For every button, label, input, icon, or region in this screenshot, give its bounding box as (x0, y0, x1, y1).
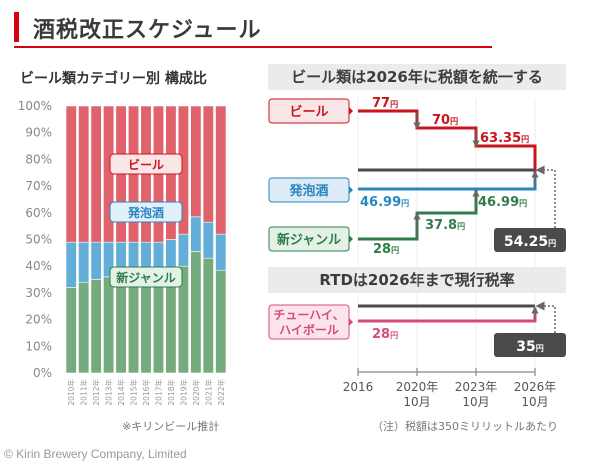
axis-2023-month: 10月 (462, 395, 489, 409)
y-tick-label: 70% (25, 179, 52, 193)
series-label-box (109, 266, 183, 288)
axis-2020-month: 10月 (403, 395, 430, 409)
rtd-series: チューハイ、 ハイボール 28円 (268, 304, 539, 342)
beer-pointer-icon (349, 107, 353, 115)
axis-2016: 2016 (343, 380, 374, 394)
y-tick-label: 30% (25, 286, 52, 300)
rtd-pointer-icon (349, 318, 353, 326)
bar-segment-ビール (90, 105, 102, 243)
beer-unify-heading: ビール類は2026年に税額を統一する (268, 64, 566, 90)
series-label-box (109, 201, 183, 223)
series-label-box (109, 153, 183, 175)
unified-dotted-arrow (535, 165, 556, 228)
happoshu-value-1: 46.99円 (360, 195, 409, 210)
stacked-bar-chart: 0%10%20%30%40%50%60%70%80%90%100% 2010年 2… (18, 99, 227, 406)
rtd-label-line2: ハイボール (279, 322, 339, 337)
shingenre-series: 新ジャンル 46.99円 37.8円 28円 (268, 189, 527, 257)
x-tick-label: 2013年 (104, 379, 114, 406)
unified-target-badge (494, 228, 566, 252)
bar-segment-ビール (202, 105, 214, 223)
x-tick-label: 2010年 (66, 379, 76, 406)
rtd-label-line1: チューハイ、 (273, 308, 344, 322)
series-label: 発泡酒 (127, 205, 164, 220)
bar-segment-ビール (215, 105, 227, 235)
timeline-axis: 2016 2020年 10月 2023年 10月 2026年 10月 (343, 368, 557, 409)
x-tick-label: 2022年 (216, 379, 226, 406)
axis-2023-year: 2023年 (455, 380, 498, 394)
happoshu-pointer-icon (349, 186, 353, 194)
y-tick-label: 50% (25, 233, 52, 247)
bar-segment-ビール (190, 105, 202, 218)
beer-value-77: 77円 (372, 96, 398, 111)
y-tick-label: 20% (25, 313, 52, 327)
x-tick-label: 2017年 (153, 379, 163, 406)
copyright: © Kirin Brewery Company, Limited (4, 447, 187, 461)
beer-value-6335: 63.35円 (480, 131, 529, 146)
title-accent-bar (14, 12, 19, 42)
happoshu-label: 発泡酒 (288, 183, 328, 199)
y-tick-label: 90% (25, 126, 52, 140)
shingenre-label: 新ジャンル (277, 232, 341, 248)
x-tick-label: 2016年 (141, 379, 151, 406)
bar-segment-ビール (65, 105, 77, 243)
beer-label: ビール (289, 104, 328, 120)
estimate-note: ※キリンビール推計 (122, 420, 220, 433)
page-title: 酒税改正スケジュール (33, 18, 262, 43)
x-tick-label: 2012年 (91, 379, 101, 406)
rtd-dotted-arrow (535, 301, 556, 333)
y-tick-label: 80% (25, 152, 52, 166)
series-label: ビール (128, 157, 164, 172)
y-tick-label: 40% (25, 259, 52, 273)
shingenre-value-4699: 46.99円 (478, 195, 527, 210)
x-tick-label: 2019年 (178, 379, 188, 406)
bar-segment-ビール (78, 105, 90, 243)
rtd-value-28: 28円 (372, 327, 398, 342)
left-chart-title: ビール類カテゴリー別 構成比 (20, 71, 207, 87)
rtd-target-value: 35円 (516, 339, 543, 355)
x-tick-label: 2011年 (79, 379, 89, 406)
x-tick-label: 2021年 (203, 379, 213, 406)
beer-step-line (358, 109, 537, 172)
x-tick-label: 2018年 (166, 379, 176, 406)
rtd-target-badge (494, 333, 566, 357)
y-tick-label: 10% (25, 339, 52, 353)
shingenre-value-378: 37.8円 (425, 218, 465, 233)
y-tick-label: 0% (33, 366, 52, 380)
axis-2026-month: 10月 (521, 395, 548, 409)
beer-series: ビール 77円 70円 63.35円 (268, 96, 537, 172)
x-tick-label: 2020年 (191, 379, 201, 406)
tax-unit-note: （注）税額は350ミリリットルあたり (372, 420, 558, 433)
axis-2020-year: 2020年 (396, 380, 439, 394)
happoshu-series: 発泡酒 46.99円 (268, 172, 537, 210)
shingenre-value-28: 28円 (373, 242, 399, 257)
y-tick-label: 60% (25, 206, 52, 220)
x-tick-label: 2014年 (116, 379, 126, 406)
series-label: 新ジャンル (116, 270, 175, 285)
rtd-step-line (358, 308, 537, 323)
unified-target-value: 54.25円 (504, 234, 556, 250)
title-divider (14, 46, 492, 48)
x-tick-label: 2015年 (129, 379, 139, 406)
y-tick-label: 100% (18, 99, 52, 113)
beer-value-70: 70円 (432, 113, 458, 128)
axis-2026-year: 2026年 (514, 380, 557, 394)
shingenre-pointer-icon (349, 235, 353, 243)
happoshu-step-line (358, 172, 537, 191)
